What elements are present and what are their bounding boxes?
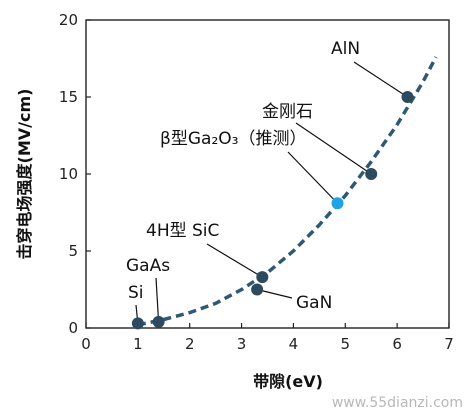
x-tick-label: 6 <box>392 335 402 353</box>
y-tick-label: 15 <box>59 88 78 106</box>
x-tick-label: 2 <box>185 335 195 353</box>
data-point <box>365 168 378 180</box>
x-axis-ticks: 0 1 2 3 4 5 6 7 <box>81 323 454 353</box>
leader-line <box>155 277 160 322</box>
y-axis-label: 击穿电场强度(MV/cm) <box>15 89 34 260</box>
data-points <box>131 91 414 330</box>
point-label: β型Ga₂O₃（推测） <box>160 129 306 149</box>
leader-line <box>295 122 372 175</box>
trend-line <box>137 56 438 327</box>
data-point <box>152 315 165 328</box>
leader-line <box>206 243 263 278</box>
trend-line-path <box>137 56 438 327</box>
data-point <box>331 197 344 210</box>
data-point <box>256 271 269 284</box>
point-label: GaN <box>296 293 332 313</box>
x-axis-label: 带隙(eV) <box>253 372 323 391</box>
point-label: 金刚石 <box>262 102 313 122</box>
annotations: Si GaAs 4H型 SiC GaN β型Ga₂O₃（推测） 金刚石 AlN <box>126 39 360 313</box>
x-tick-label: 3 <box>237 335 247 353</box>
point-label: 4H型 SiC <box>146 221 219 241</box>
data-point <box>131 317 144 330</box>
x-tick-label: 5 <box>341 335 351 353</box>
watermark: www.55dianzi.com <box>331 395 463 411</box>
y-tick-label: 0 <box>68 319 78 337</box>
point-label: Si <box>128 283 144 303</box>
plot-frame <box>85 19 450 329</box>
data-point <box>251 283 264 296</box>
annotation-leaders <box>135 61 408 324</box>
y-axis-ticks: 0 5 10 15 20 <box>59 11 91 337</box>
leader-line <box>287 151 338 204</box>
x-tick-label: 4 <box>289 335 299 353</box>
x-tick-label: 7 <box>444 335 454 353</box>
x-tick-label: 0 <box>81 335 91 353</box>
y-tick-label: 10 <box>59 165 78 183</box>
point-label: AlN <box>331 39 360 59</box>
leader-line <box>353 61 408 98</box>
data-point <box>401 91 414 103</box>
y-tick-label: 5 <box>68 242 78 260</box>
x-tick-label: 1 <box>133 335 143 353</box>
point-label: GaAs <box>126 256 170 276</box>
y-tick-label: 20 <box>59 11 78 29</box>
